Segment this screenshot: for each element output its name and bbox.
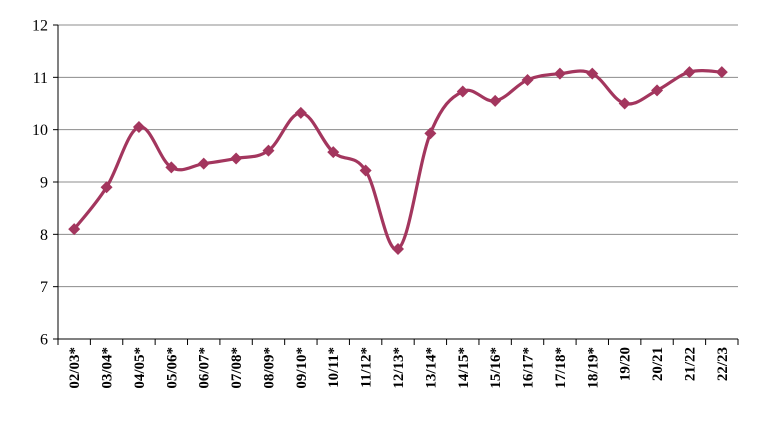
axes: [53, 24, 739, 345]
data-point-marker: [262, 144, 275, 157]
data-point-marker: [586, 67, 599, 80]
data-point-marker: [456, 85, 469, 98]
x-tick-label: 22/23: [715, 347, 731, 381]
data-point-marker: [521, 73, 534, 86]
data-point-marker: [359, 164, 372, 177]
x-tick-label: 19/20: [618, 347, 634, 381]
x-tick-label: 06/07*: [197, 347, 213, 389]
y-tick-label: 7: [40, 279, 48, 296]
x-tick-label: 13/14*: [423, 347, 439, 389]
x-tick-label: 03/04*: [100, 347, 116, 389]
x-tick-label: 20/21: [650, 347, 666, 381]
series-group: [68, 66, 728, 255]
data-point-marker: [683, 66, 696, 79]
data-point-marker: [132, 121, 145, 134]
data-point-marker: [392, 242, 404, 255]
data-point-marker: [230, 152, 243, 165]
x-tick-label: 14/15*: [456, 347, 472, 389]
x-tick-label: 16/17*: [521, 347, 537, 389]
x-tick-label: 02/03*: [67, 347, 83, 389]
data-point-marker: [197, 157, 210, 170]
x-tick-label: 10/11*: [326, 347, 342, 388]
data-point-marker: [424, 127, 437, 140]
data-point-marker: [651, 84, 664, 97]
x-tick-label: 12/13*: [391, 347, 407, 389]
x-tick-label: 07/08*: [229, 347, 245, 389]
data-point-marker: [294, 106, 307, 119]
data-point-marker: [68, 223, 81, 236]
y-tick-label: 6: [40, 332, 48, 349]
y-tick-label: 11: [33, 70, 48, 87]
data-point-marker: [327, 146, 340, 159]
x-tick-label: 17/18*: [553, 347, 569, 389]
x-tick-label: 09/10*: [294, 347, 310, 389]
y-axis-tick-labels: 6 7 8 9 10 11 12: [32, 18, 48, 349]
y-tick-label: 10: [32, 122, 48, 139]
data-point-marker: [165, 161, 178, 174]
y-tick-label: 12: [32, 18, 48, 35]
x-tick-label: 08/09*: [261, 347, 277, 389]
y-tick-label: 8: [40, 227, 48, 244]
gridlines: [58, 24, 738, 288]
x-tick-label: 21/22: [682, 347, 698, 381]
series-line: [72, 69, 724, 251]
x-tick-label: 04/05*: [132, 347, 148, 389]
data-point-marker: [618, 97, 631, 110]
data-point-marker: [100, 181, 113, 194]
x-tick-label: 18/19*: [585, 347, 601, 389]
x-tick-label: 05/06*: [164, 347, 180, 389]
data-point-marker: [489, 94, 502, 107]
x-tick-label: 11/12*: [359, 347, 375, 388]
y-tick-label: 9: [40, 175, 48, 192]
data-point-marker: [715, 66, 728, 79]
x-axis-tick-labels: 02/03* 03/04* 04/05* 05/06* 06/07* 07/08* 08/0…: [67, 347, 731, 389]
x-tick-label: 15/16*: [488, 347, 504, 389]
data-point-marker: [553, 67, 566, 80]
